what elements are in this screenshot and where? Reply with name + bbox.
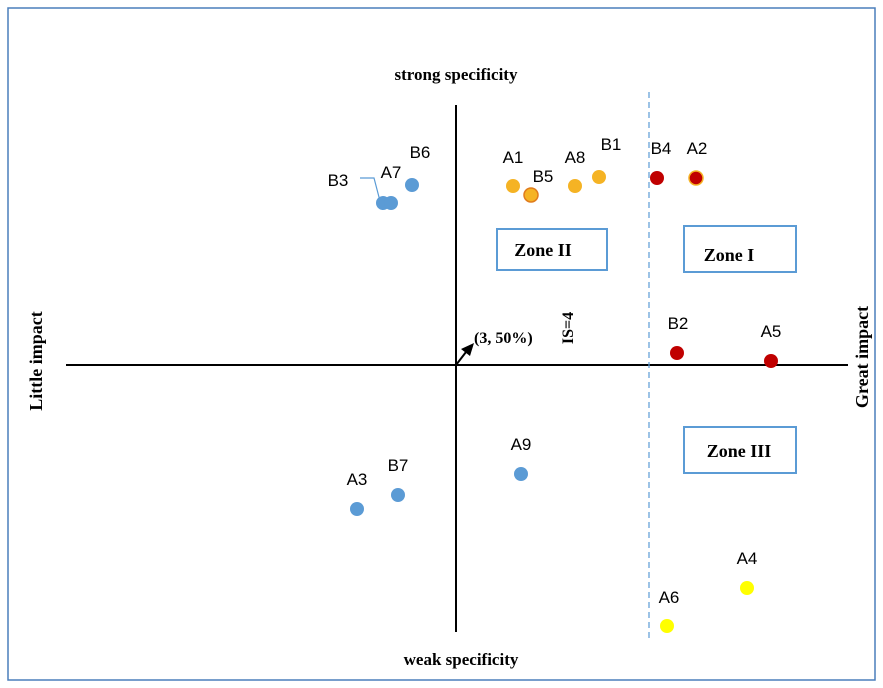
point-label-a1: A1 [503, 148, 524, 167]
point-label-b2: B2 [668, 314, 689, 333]
left-label: Little impact [26, 311, 46, 410]
zone-1-box [683, 225, 797, 273]
point-label-a3: A3 [347, 470, 368, 489]
zone-3-label: Zone III [707, 441, 772, 461]
zone-2-box [496, 228, 608, 271]
top-label: strong specificity [395, 65, 518, 84]
point-a8 [568, 179, 582, 193]
point-label-b7: B7 [388, 456, 409, 475]
b3-leader-line [360, 177, 381, 202]
point-b7 [391, 488, 405, 502]
point-label-a7: A7 [381, 163, 402, 182]
point-a5 [764, 354, 778, 368]
point-a2 [688, 170, 704, 186]
point-b1 [592, 170, 606, 184]
point-b4 [650, 171, 664, 185]
origin-arrow [455, 351, 467, 366]
point-label-b1: B1 [601, 135, 622, 154]
right-label: Great impact [852, 306, 872, 408]
threshold-label: IS=4 [560, 312, 577, 344]
bottom-label: weak specificity [404, 650, 519, 669]
zone-2-label: Zone II [514, 240, 572, 260]
point-label-a6: A6 [659, 588, 680, 607]
origin-label: (3, 50%) [474, 330, 533, 347]
point-label-b6: B6 [410, 143, 431, 162]
point-a7 [384, 196, 398, 210]
point-label-b5: B5 [533, 167, 554, 186]
point-b5 [523, 187, 539, 203]
point-a3 [350, 502, 364, 516]
point-label-a4: A4 [737, 549, 758, 568]
diagram-frame [7, 7, 876, 681]
zone-3-box [683, 426, 797, 474]
point-a1 [506, 179, 520, 193]
point-a9 [514, 467, 528, 481]
point-a4 [740, 581, 754, 595]
point-label-b4: B4 [651, 139, 672, 158]
point-b2 [670, 346, 684, 360]
point-label-a9: A9 [511, 435, 532, 454]
point-label-a5: A5 [761, 322, 782, 341]
point-label-a8: A8 [565, 148, 586, 167]
point-label-a2: A2 [687, 139, 708, 158]
zone-1-label: Zone I [704, 245, 755, 265]
point-a6 [660, 619, 674, 633]
origin-arrowhead [461, 343, 474, 356]
points-layer: A1 B5 A8 B1 B4 A2 B3 A7 B6 B2 A5 A9 A3 B7 A4 A6 [328, 135, 782, 633]
point-label-b3: B3 [328, 171, 349, 190]
point-b6 [405, 178, 419, 192]
